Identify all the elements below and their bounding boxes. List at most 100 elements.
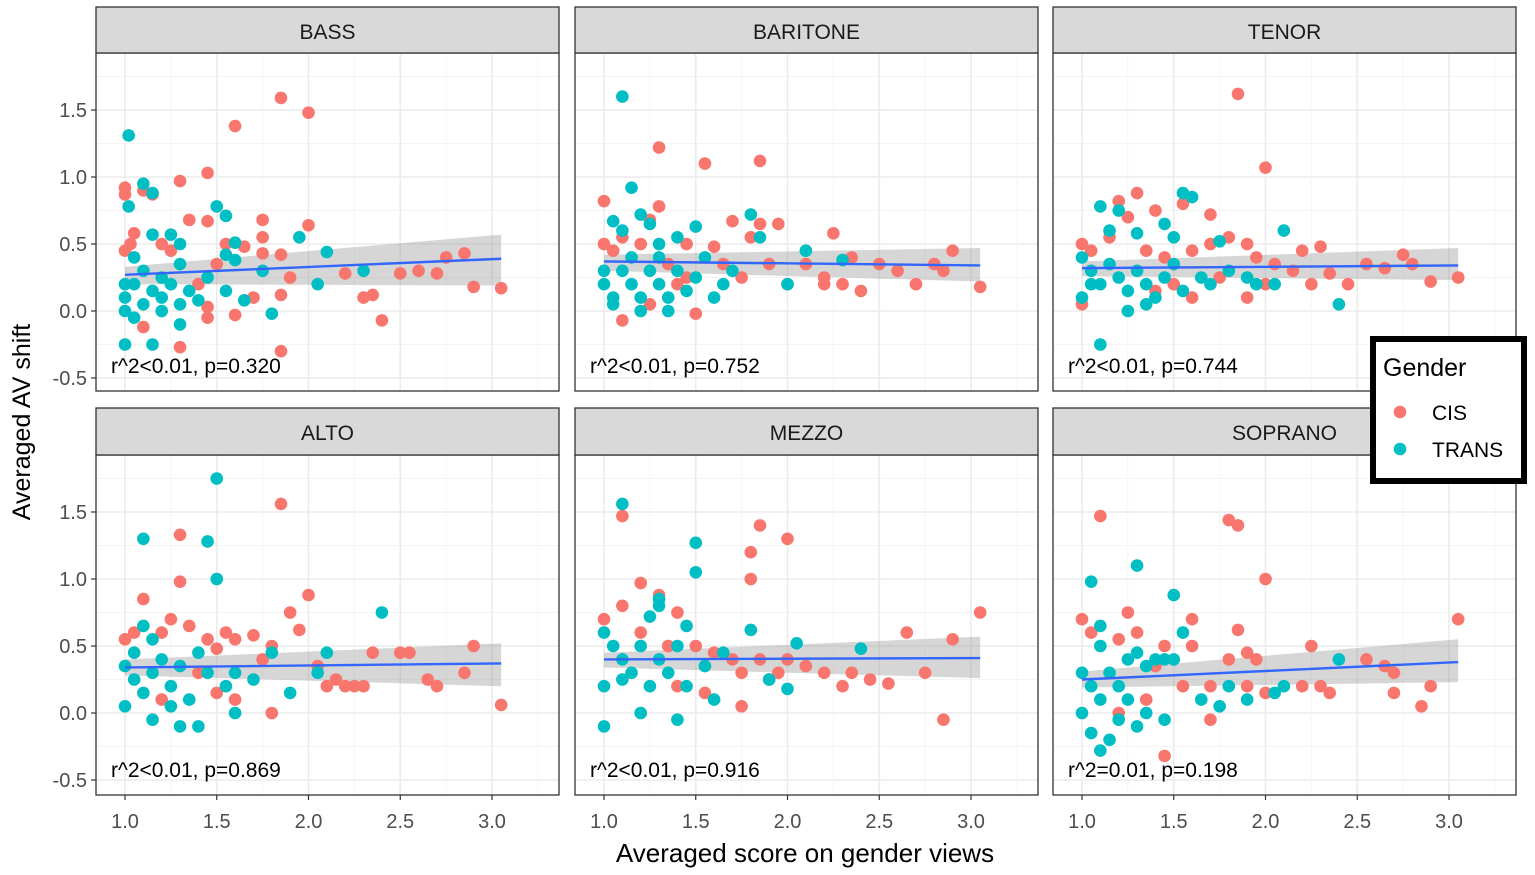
legend-title: Gender (1383, 354, 1466, 382)
x-tick-label: 1.0 (111, 811, 139, 833)
y-tick-label: 0.5 (59, 234, 87, 256)
y-tick-label: -0.5 (53, 770, 87, 792)
point-trans (625, 181, 638, 195)
y-tick-label: 0.0 (59, 301, 87, 323)
point-trans (122, 200, 135, 213)
panel-bass: BASS r^2<0.01, p=0.320 -0.5 0.0 0.5 1.0 1.5 (53, 6, 560, 392)
point-cis (192, 277, 205, 291)
point-trans (1213, 235, 1226, 248)
point-trans (118, 659, 132, 673)
point-trans (219, 209, 233, 223)
point-cis (1305, 277, 1318, 291)
legend: Gender CIS TRANS (1370, 336, 1527, 484)
point-trans (146, 633, 159, 646)
point-cis (671, 679, 684, 693)
point-cis (155, 237, 168, 251)
facet-title: BASS (299, 21, 355, 44)
point-trans (1075, 706, 1089, 720)
point-trans (616, 224, 629, 237)
point-trans (1103, 666, 1116, 680)
point-trans (164, 277, 178, 291)
point-cis (247, 628, 260, 642)
point-cis (1084, 626, 1098, 639)
point-cis (1268, 257, 1281, 271)
point-cis (430, 267, 444, 280)
point-cis (1451, 612, 1465, 626)
stat-annotation: r^2<0.01, p=0.320 (111, 355, 281, 378)
point-cis (643, 298, 657, 311)
point-trans (173, 257, 187, 271)
point-trans (164, 679, 178, 693)
facet-title: ALTO (301, 422, 354, 445)
point-cis (1231, 519, 1245, 532)
panel-background (96, 455, 559, 795)
point-cis (772, 217, 785, 231)
point-trans (1094, 277, 1107, 291)
point-trans (311, 277, 324, 291)
point-cis (467, 639, 480, 653)
point-cis (256, 213, 269, 227)
point-trans (698, 659, 712, 673)
point-cis (1387, 686, 1401, 700)
point-cis (357, 679, 370, 693)
x-tick-label: 1.5 (1160, 811, 1188, 833)
stat-annotation: r^2<0.01, p=0.744 (1068, 355, 1238, 378)
point-trans (689, 566, 703, 579)
point-cis (1213, 271, 1226, 284)
point-trans (1213, 700, 1226, 713)
point-cis (458, 247, 471, 260)
point-trans (201, 666, 214, 680)
point-cis (265, 706, 279, 720)
point-cis (1139, 693, 1153, 706)
point-cis (256, 231, 269, 244)
point-trans (625, 666, 638, 680)
facet-strip (574, 407, 1039, 456)
point-cis (192, 666, 205, 680)
point-cis (707, 646, 721, 659)
point-trans (155, 291, 168, 304)
point-trans (228, 236, 242, 249)
point-trans (127, 277, 141, 291)
point-trans (671, 264, 684, 278)
stat-annotation: r^2<0.01, p=0.869 (111, 759, 281, 782)
point-trans (1332, 298, 1346, 311)
point-trans (661, 304, 675, 318)
point-cis (366, 288, 380, 302)
point-trans (1176, 284, 1190, 298)
point-cis (1185, 639, 1199, 653)
point-trans (219, 248, 233, 262)
point-trans (1139, 277, 1153, 291)
point-trans (1094, 619, 1107, 633)
point-cis (1204, 208, 1217, 221)
point-trans (1130, 720, 1144, 733)
point-trans (1084, 726, 1098, 740)
point-cis (393, 646, 407, 659)
panel-mezzo: MEZZO r^2<0.01, p=0.916 1.0 1.5 2.0 2.5 3.0 (574, 407, 1039, 833)
point-trans (1094, 200, 1107, 213)
point-cis (201, 214, 214, 228)
point-cis (1323, 686, 1337, 700)
point-trans (1103, 733, 1116, 747)
point-trans (1185, 190, 1199, 204)
point-cis (256, 247, 269, 260)
point-cis (173, 174, 187, 188)
facet-title: TENOR (1248, 21, 1322, 44)
point-trans (716, 646, 730, 659)
point-cis (1176, 197, 1190, 211)
point-cis (1158, 251, 1171, 264)
point-cis (1121, 210, 1135, 224)
point-cis (219, 626, 233, 639)
point-cis (164, 612, 178, 626)
point-cis (1222, 653, 1236, 666)
point-cis (137, 592, 150, 606)
point-trans (164, 700, 178, 713)
regression-line (124, 662, 502, 669)
confidence-ribbon (125, 234, 502, 286)
point-cis (634, 626, 647, 639)
point-trans (652, 599, 666, 613)
point-cis (1222, 513, 1236, 527)
legend-key-cis (1393, 405, 1407, 419)
point-trans (1194, 271, 1208, 284)
point-trans (283, 686, 297, 700)
